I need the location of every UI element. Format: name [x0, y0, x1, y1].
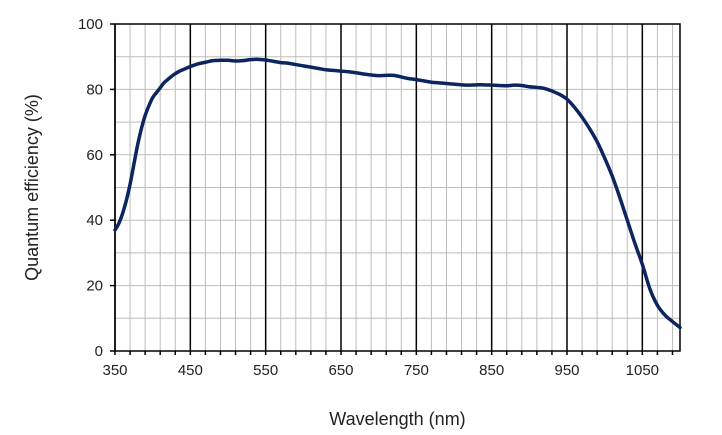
y-tick-label: 80: [86, 81, 103, 98]
y-tick-label: 0: [95, 343, 103, 360]
y-tick-label: 40: [86, 212, 103, 229]
x-axis-title: Wavelength (nm): [329, 409, 465, 429]
y-tick-labels: 0 20 40 60 80 100: [78, 16, 103, 360]
series-line: [113, 57, 682, 330]
x-tick-label: 650: [328, 362, 353, 379]
x-tick-labels: 350 450 550 650 750 850 950 1050: [102, 362, 659, 379]
x-tick-label: 550: [253, 362, 278, 379]
y-axis-title: Quantum efficiency (%): [22, 94, 42, 281]
y-tick-label: 20: [86, 278, 103, 295]
x-tick-label: 350: [102, 362, 127, 379]
x-tick-label: 450: [178, 362, 203, 379]
y-tick-label: 100: [78, 16, 103, 33]
plot-frame: [114, 23, 681, 352]
x-tick-label: 750: [404, 362, 429, 379]
y-tick-label: 60: [86, 147, 103, 164]
x-tick-label: 850: [479, 362, 504, 379]
minor-grid: [114, 23, 680, 352]
x-tick-label: 950: [554, 362, 579, 379]
x-tick-label: 1050: [626, 362, 659, 379]
